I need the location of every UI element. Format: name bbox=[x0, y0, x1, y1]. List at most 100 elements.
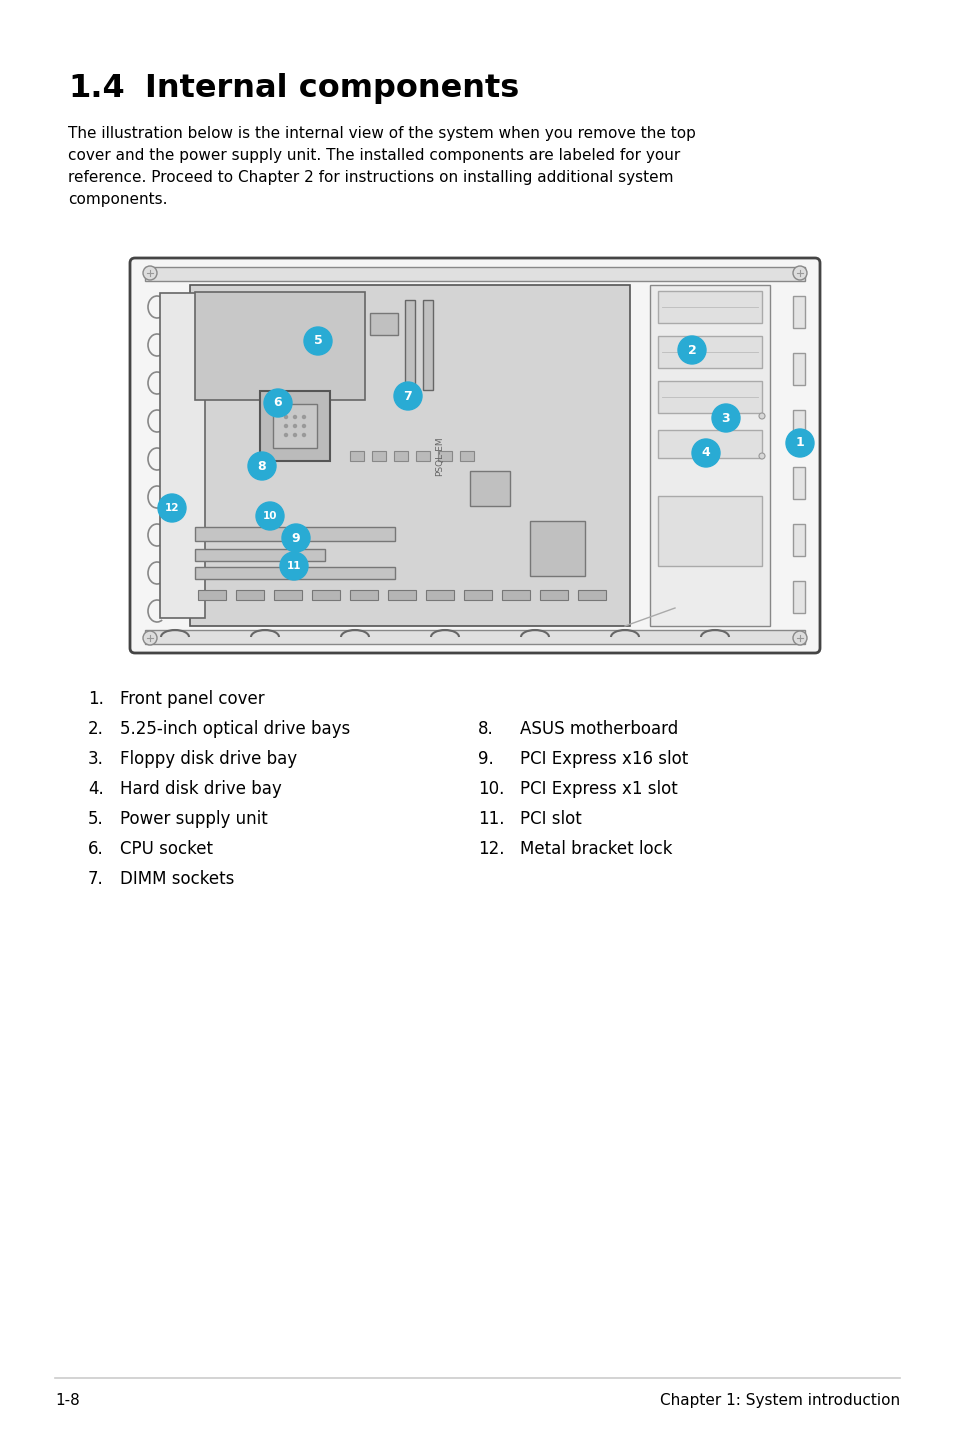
Bar bbox=[463, 590, 492, 600]
Text: 4: 4 bbox=[700, 447, 710, 460]
Text: 5.25-inch optical drive bays: 5.25-inch optical drive bays bbox=[120, 720, 350, 738]
Bar bbox=[422, 301, 433, 390]
Circle shape bbox=[264, 390, 292, 417]
Text: Internal components: Internal components bbox=[145, 73, 518, 104]
Bar bbox=[194, 567, 395, 580]
Circle shape bbox=[255, 502, 284, 531]
Text: 8.: 8. bbox=[477, 720, 494, 738]
Text: 5.: 5. bbox=[88, 810, 104, 828]
Text: Hard disk drive bay: Hard disk drive bay bbox=[120, 779, 281, 798]
Bar bbox=[470, 472, 510, 506]
Text: Power supply unit: Power supply unit bbox=[120, 810, 268, 828]
Text: Floppy disk drive bay: Floppy disk drive bay bbox=[120, 751, 296, 768]
Bar bbox=[792, 296, 804, 328]
Bar bbox=[437, 452, 452, 462]
Bar bbox=[370, 313, 397, 335]
Text: DIMM sockets: DIMM sockets bbox=[120, 870, 234, 889]
Bar bbox=[194, 292, 365, 400]
Bar bbox=[312, 590, 339, 600]
Bar bbox=[194, 526, 395, 541]
Text: 10: 10 bbox=[262, 510, 277, 521]
Bar bbox=[459, 452, 474, 462]
Text: 6: 6 bbox=[274, 397, 282, 410]
Circle shape bbox=[282, 523, 310, 552]
Bar bbox=[194, 549, 325, 561]
Text: 6.: 6. bbox=[88, 840, 104, 858]
Text: 1: 1 bbox=[795, 437, 803, 450]
Circle shape bbox=[294, 416, 296, 418]
Text: cover and the power supply unit. The installed components are labeled for your: cover and the power supply unit. The ins… bbox=[68, 148, 679, 162]
Text: 1-8: 1-8 bbox=[55, 1393, 80, 1408]
Text: 3.: 3. bbox=[88, 751, 104, 768]
Text: 12.: 12. bbox=[477, 840, 504, 858]
Circle shape bbox=[158, 495, 186, 522]
Polygon shape bbox=[160, 293, 205, 618]
Circle shape bbox=[691, 439, 720, 467]
Bar bbox=[792, 523, 804, 557]
Bar bbox=[658, 430, 761, 457]
Bar bbox=[190, 285, 629, 626]
Circle shape bbox=[280, 552, 308, 580]
Text: 5: 5 bbox=[314, 335, 322, 348]
Circle shape bbox=[792, 631, 806, 646]
Circle shape bbox=[294, 424, 296, 427]
Bar bbox=[235, 590, 264, 600]
Bar bbox=[658, 496, 761, 567]
Circle shape bbox=[711, 404, 740, 431]
Text: Front panel cover: Front panel cover bbox=[120, 690, 264, 707]
Text: 7: 7 bbox=[403, 390, 412, 403]
Circle shape bbox=[294, 433, 296, 437]
Text: 10.: 10. bbox=[477, 779, 504, 798]
Text: reference. Proceed to Chapter 2 for instructions on installing additional system: reference. Proceed to Chapter 2 for inst… bbox=[68, 170, 673, 186]
Bar bbox=[405, 301, 415, 390]
Circle shape bbox=[284, 424, 287, 427]
Bar bbox=[658, 290, 761, 324]
Bar bbox=[350, 452, 364, 462]
Text: PSQL-EM: PSQL-EM bbox=[435, 436, 444, 476]
Circle shape bbox=[759, 453, 764, 459]
Text: 9: 9 bbox=[292, 532, 300, 545]
Circle shape bbox=[792, 266, 806, 280]
Bar bbox=[658, 336, 761, 368]
Circle shape bbox=[284, 433, 287, 437]
Bar bbox=[372, 452, 386, 462]
Text: 1.4: 1.4 bbox=[68, 73, 125, 104]
Text: PCI Express x1 slot: PCI Express x1 slot bbox=[519, 779, 677, 798]
Circle shape bbox=[394, 383, 421, 410]
Circle shape bbox=[302, 433, 305, 437]
Bar bbox=[145, 630, 804, 644]
Circle shape bbox=[678, 336, 705, 364]
Bar bbox=[792, 352, 804, 385]
Bar bbox=[273, 404, 316, 449]
Bar bbox=[350, 590, 377, 600]
Bar bbox=[260, 391, 330, 462]
Text: 2: 2 bbox=[687, 344, 696, 357]
Bar bbox=[792, 467, 804, 499]
Bar bbox=[792, 410, 804, 441]
Bar bbox=[530, 521, 584, 577]
Bar bbox=[792, 581, 804, 613]
Text: 4.: 4. bbox=[88, 779, 104, 798]
Circle shape bbox=[284, 416, 287, 418]
Bar bbox=[426, 590, 454, 600]
Text: CPU socket: CPU socket bbox=[120, 840, 213, 858]
Bar bbox=[394, 452, 408, 462]
Circle shape bbox=[302, 416, 305, 418]
Text: PCI slot: PCI slot bbox=[519, 810, 581, 828]
Text: ASUS motherboard: ASUS motherboard bbox=[519, 720, 678, 738]
Text: 3: 3 bbox=[720, 411, 730, 424]
Circle shape bbox=[248, 452, 275, 480]
Circle shape bbox=[302, 424, 305, 427]
Bar bbox=[145, 267, 804, 280]
Circle shape bbox=[143, 631, 157, 646]
Bar bbox=[388, 590, 416, 600]
FancyBboxPatch shape bbox=[130, 257, 820, 653]
Text: 8: 8 bbox=[257, 460, 266, 473]
Text: 12: 12 bbox=[165, 503, 179, 513]
Text: 11.: 11. bbox=[477, 810, 504, 828]
Circle shape bbox=[785, 429, 813, 457]
Bar bbox=[658, 381, 761, 413]
Bar bbox=[578, 590, 605, 600]
Bar bbox=[416, 452, 430, 462]
Circle shape bbox=[759, 413, 764, 418]
